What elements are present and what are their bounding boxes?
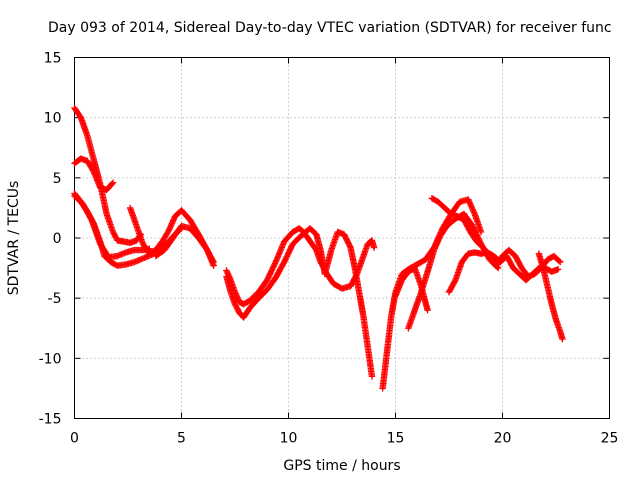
chart-title: Day 093 of 2014, Sidereal Day-to-day VTE… (48, 20, 612, 36)
data-point (111, 231, 118, 238)
y-tick-label: 15 (44, 51, 62, 67)
data-point (87, 215, 95, 222)
series-arc-14 (535, 250, 566, 343)
data-point (477, 228, 485, 236)
series-arc-13 (445, 249, 562, 296)
data-point (234, 306, 242, 313)
data-point (232, 302, 239, 309)
series-arc-6 (152, 222, 217, 266)
data-point (209, 257, 217, 264)
data-point (233, 303, 240, 311)
data-point (368, 373, 376, 380)
data-point (556, 257, 563, 265)
x-tick-label: 15 (387, 431, 405, 447)
y-tick-label: -10 (39, 351, 62, 367)
y-tick-label: -5 (48, 291, 62, 307)
series-arc-11 (392, 264, 431, 314)
grid-lines (74, 57, 610, 419)
x-axis-label: GPS time / hours (283, 458, 400, 474)
data-point (109, 228, 117, 236)
data-point (554, 266, 562, 273)
data-point (451, 278, 458, 285)
data-point (109, 179, 117, 186)
series-arc-8 (223, 225, 376, 380)
y-axis-label: SDTVAR / TECUs (6, 181, 22, 296)
data-point (559, 335, 566, 343)
data-point (271, 260, 279, 267)
y-tick-label: 0 (53, 231, 62, 247)
data-point (164, 228, 172, 236)
data-point (233, 305, 241, 312)
y-tick-label: -15 (39, 412, 62, 428)
x-tick-label: 20 (494, 431, 512, 447)
data-point (370, 244, 378, 251)
data-series (71, 104, 566, 392)
x-tick-label: 0 (70, 431, 79, 447)
axis-ticks: 0 5 10 15 20 25 -15 -10 -5 0 5 10 15 (39, 51, 619, 447)
data-point (424, 307, 431, 314)
data-point (557, 258, 564, 266)
series-arc-2 (71, 155, 117, 194)
data-point (111, 232, 119, 240)
x-tick-label: 25 (601, 431, 619, 447)
data-point (108, 180, 116, 187)
data-point (110, 230, 117, 237)
y-tick-label: 10 (44, 111, 62, 127)
x-tick-label: 10 (280, 431, 298, 447)
y-tick-label: 5 (53, 171, 62, 187)
series-arc-10 (405, 210, 502, 332)
x-tick-label: 5 (177, 431, 186, 447)
data-point (210, 258, 217, 266)
data-point (231, 300, 239, 308)
